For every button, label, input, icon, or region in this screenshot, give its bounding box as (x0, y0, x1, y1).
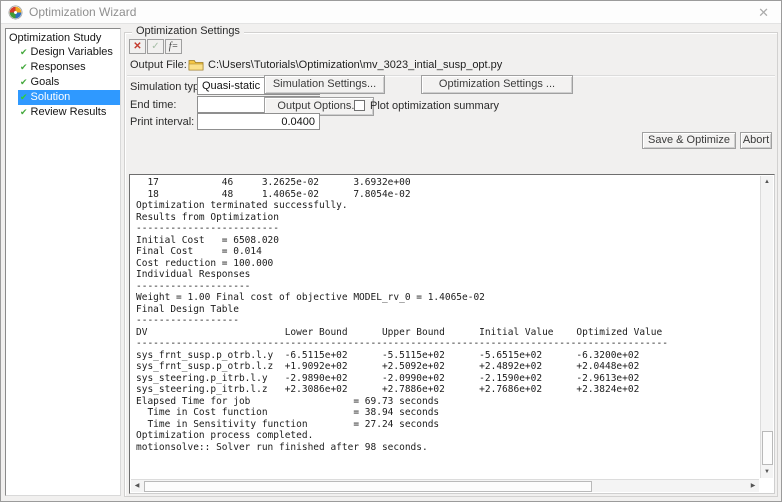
window-title: Optimization Wizard (29, 5, 137, 19)
abort-button[interactable]: Abort (740, 132, 772, 149)
output-file-path: C:\Users\Tutorials\Optimization\mv_3023_… (208, 59, 503, 71)
check-icon: ✔ (20, 62, 28, 72)
group-label: Optimization Settings (132, 25, 244, 37)
simulation-type-value: Quasi-static (202, 80, 261, 92)
simulation-settings-button[interactable]: Simulation Settings... (264, 75, 385, 94)
plot-summary-label: Plot optimization summary (370, 100, 499, 112)
end-time-label: End time: (130, 99, 177, 111)
scroll-left-icon[interactable]: ◀ (134, 483, 140, 489)
tree-item-label: Solution (30, 91, 71, 103)
apply-button[interactable]: ✓ (147, 39, 164, 54)
output-options-button[interactable]: Output Options... (264, 97, 374, 116)
vertical-scrollbar-thumb[interactable] (762, 431, 773, 465)
horizontal-scrollbar[interactable]: ◀ ▶ (131, 479, 759, 492)
tree-item-review-results[interactable]: ✔ Review Results (18, 105, 120, 120)
save-and-optimize-button[interactable]: Save & Optimize (642, 132, 736, 149)
tree-item-goals[interactable]: ✔ Goals (18, 75, 120, 90)
check-icon: ✔ (20, 77, 28, 87)
solver-output-text: 17 46 3.2625e-02 3.6932e+00 18 48 1.4065… (136, 177, 668, 453)
horizontal-scrollbar-thumb[interactable] (144, 481, 592, 492)
solver-output-console[interactable]: 17 46 3.2625e-02 3.6932e+00 18 48 1.4065… (129, 174, 775, 494)
tree-item-design-variables[interactable]: ✔ Design Variables (18, 45, 120, 60)
titlebar: Optimization Wizard ✕ (1, 1, 781, 24)
vertical-scrollbar[interactable]: ▲ ▼ (760, 176, 773, 478)
tree-item-label: Responses (30, 61, 86, 73)
check-icon: ✔ (20, 107, 28, 117)
plot-summary-checkbox[interactable] (354, 100, 365, 111)
expression-builder-button[interactable]: f= (165, 39, 182, 54)
close-icon[interactable]: ✕ (758, 5, 769, 20)
motionview-app-icon (8, 5, 23, 20)
tree-item-label: Design Variables (30, 46, 113, 58)
function-icon: f= (168, 41, 179, 52)
optimization-settings-button[interactable]: Optimization Settings ... (421, 75, 573, 94)
print-interval-field[interactable] (197, 113, 320, 130)
check-icon: ✔ (20, 92, 28, 102)
print-interval-label: Print interval: (130, 116, 195, 128)
study-tree-panel: Optimization Study ✔ Design Variables ✔ Re… (5, 28, 121, 496)
output-file-label: Output File: (130, 59, 187, 71)
check-icon: ✔ (20, 47, 28, 57)
delete-button[interactable]: ✕ (129, 39, 146, 54)
tree-item-label: Review Results (30, 106, 107, 118)
tree-item-label: Goals (30, 76, 60, 88)
tree-item-responses[interactable]: ✔ Responses (18, 60, 120, 75)
open-folder-icon[interactable] (188, 58, 204, 71)
x-icon: ✕ (133, 41, 142, 52)
tree-item-solution[interactable]: ✔ Solution (18, 90, 120, 105)
scroll-down-icon[interactable]: ▼ (764, 469, 770, 475)
checkmark-icon: ✓ (151, 41, 160, 52)
scroll-up-icon[interactable]: ▲ (764, 179, 770, 185)
tree-root-label: Optimization Study (9, 32, 102, 44)
simulation-type-label: Simulation type: (130, 81, 209, 93)
optimization-settings-group: Optimization Settings ✕ ✓ f= Output File… (124, 25, 778, 497)
scroll-right-icon[interactable]: ▶ (750, 483, 756, 489)
